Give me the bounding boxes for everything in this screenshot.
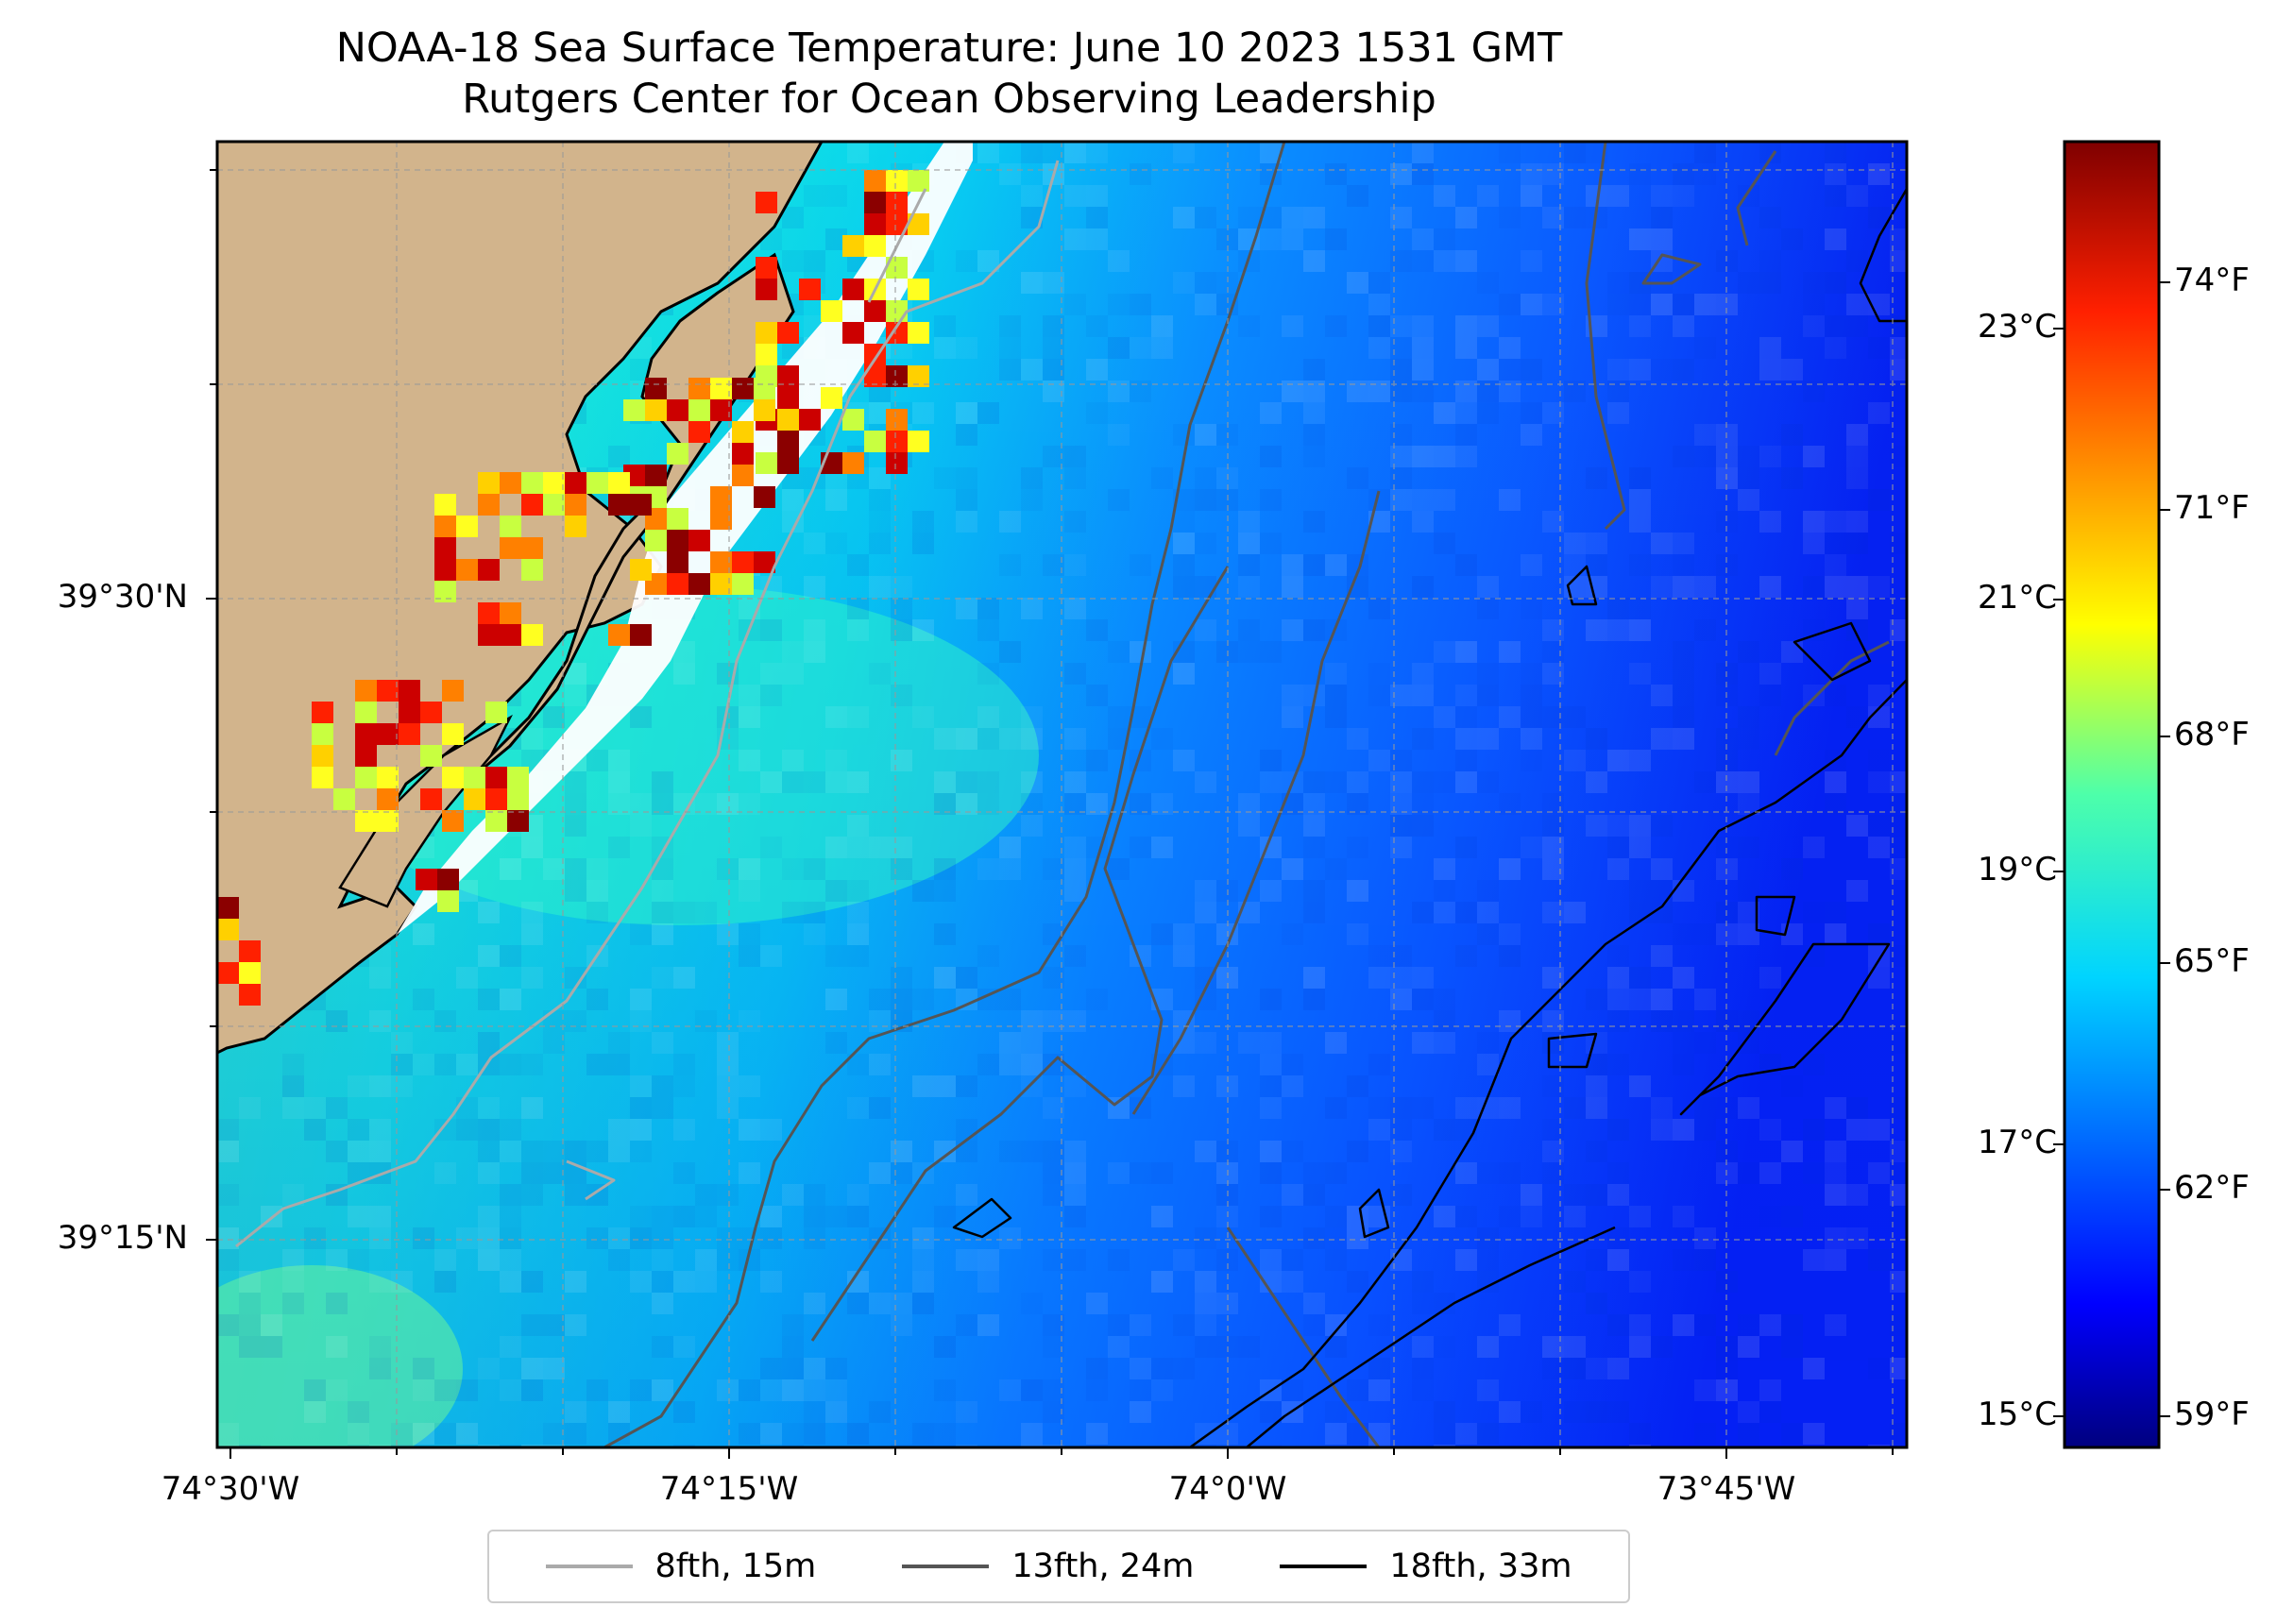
colorbar-label-62f: 62°F (2174, 1169, 2250, 1207)
legend-line-13fth (902, 1565, 990, 1568)
colorbar-label-15c: 15°C (1977, 1396, 2057, 1433)
legend-item-18fth: 18fth, 33m (1280, 1548, 1572, 1585)
lat-label-39-15: 39°15'N (57, 1219, 188, 1257)
legend-item-8fth: 8fth, 15m (545, 1548, 817, 1585)
lat-label-39-30: 39°30'N (57, 578, 188, 616)
legend-label-18fth: 18fth, 33m (1389, 1548, 1572, 1585)
colorbar-label-65f: 65°F (2174, 942, 2250, 980)
colorbar-label-21c: 21°C (1977, 579, 2057, 617)
colorbar (2063, 140, 2161, 1449)
graticule (217, 142, 1907, 1447)
contour-13fth (603, 142, 1286, 1447)
nearshore-warm-pixels (217, 170, 929, 1006)
colorbar-label-23c: 23°C (1977, 308, 2057, 346)
map-title: NOAA-18 Sea Surface Temperature: June 10… (335, 25, 1563, 72)
map-subtitle: Rutgers Center for Ocean Observing Leade… (462, 76, 1436, 123)
bathymetry-contours (235, 142, 1907, 1447)
colorbar-label-71f: 71°F (2174, 489, 2250, 527)
legend-line-8fth (545, 1565, 633, 1568)
axis-ticks (206, 169, 1894, 1459)
legend-line-18fth (1280, 1565, 1368, 1568)
colorbar-label-74f: 74°F (2174, 262, 2250, 299)
colorbar-ticks (2053, 281, 2170, 1417)
colorbar-label-68f: 68°F (2174, 716, 2250, 753)
contour-8fth (235, 160, 1060, 1248)
contour-legend: 8fth, 15m 13fth, 24m 18fth, 33m (487, 1530, 1630, 1603)
lon-label-74-30: 74°30'W (161, 1470, 300, 1508)
colorbar-label-17c: 17°C (1977, 1124, 2057, 1161)
legend-label-8fth: 8fth, 15m (654, 1548, 817, 1585)
lon-label-74-0: 74°0'W (1168, 1470, 1287, 1508)
legend-item-13fth: 13fth, 24m (902, 1548, 1194, 1585)
lon-label-74-15: 74°15'W (659, 1470, 799, 1508)
contour-18fth (1859, 188, 1907, 323)
colorbar-label-19c: 19°C (1977, 851, 2057, 888)
lon-label-73-45: 73°45'W (1657, 1470, 1796, 1508)
colorbar-label-59f: 59°F (2174, 1396, 2250, 1433)
map-area (217, 142, 1907, 1447)
legend-label-13fth: 13fth, 24m (1011, 1548, 1195, 1585)
